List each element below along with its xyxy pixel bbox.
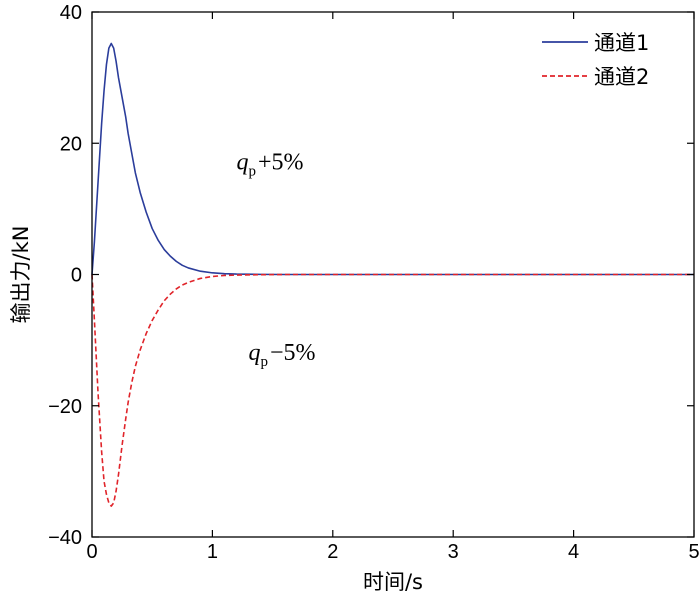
axis-ticks: [91, 11, 695, 538]
tick-labels: 0 1 2 3 4 5 −40 −20 0 20 40: [48, 2, 700, 563]
x-tick-label: 3: [448, 541, 459, 563]
legend-label-1: 通道1: [594, 31, 649, 55]
x-tick-label: 0: [86, 541, 97, 563]
x-tick-label: 5: [688, 541, 699, 563]
annotation-1: qp+5%: [236, 150, 303, 180]
annotations: qp+5% qp−5%: [236, 150, 315, 370]
annotation-2: qp−5%: [249, 340, 316, 370]
y-tick-label: −20: [48, 396, 82, 418]
plot-content: [91, 42, 694, 507]
series-line-1: [91, 42, 694, 276]
x-tick-label: 1: [207, 541, 218, 563]
x-axis-label: 时间/s: [363, 570, 423, 594]
y-tick-label: 0: [71, 265, 82, 287]
y-tick-label: −40: [48, 527, 82, 549]
y-tick-label: 40: [60, 2, 82, 24]
series-line-2: [91, 273, 694, 507]
y-axis-label: 输出力/kN: [9, 226, 33, 324]
legend-label-2: 通道2: [594, 65, 649, 89]
y-tick-label: 20: [60, 133, 82, 155]
x-tick-label: 4: [568, 541, 579, 563]
x-tick-label: 2: [327, 541, 338, 563]
